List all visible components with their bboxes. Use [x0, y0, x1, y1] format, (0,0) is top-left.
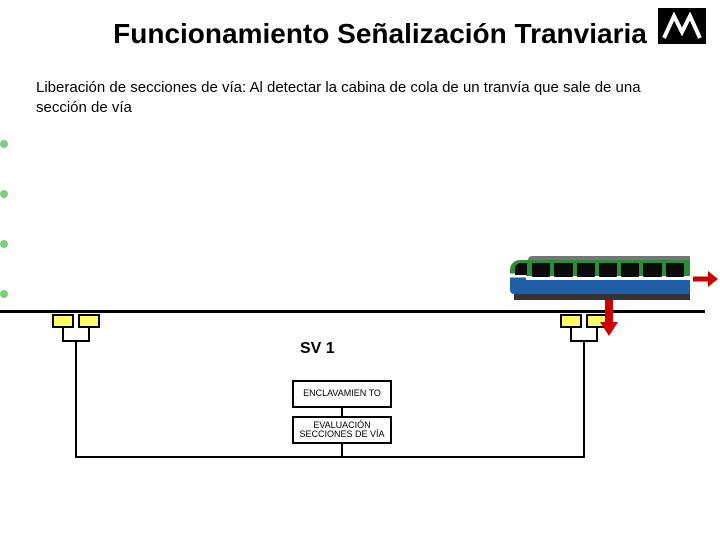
interlocking-box: ENCLAVAMIEN TO [292, 380, 392, 408]
wire [341, 442, 343, 456]
axle-sensor [52, 314, 74, 328]
wire [570, 328, 572, 340]
movement-arrow-icon [692, 270, 718, 288]
wire [596, 328, 598, 340]
diagram-stage: SV 1 ENCLAVAMIEN TO EVALUACIÓN SECCIONES… [0, 220, 720, 520]
margin-dot [0, 140, 8, 148]
wire [75, 340, 77, 458]
logo-mark-icon [662, 12, 702, 40]
interlocking-label: ENCLAVAMIEN TO [303, 389, 381, 398]
wire [341, 408, 343, 416]
logo [658, 8, 706, 44]
page-title: Funcionamiento Señalización Tranviaria [0, 0, 720, 50]
wire [583, 340, 585, 458]
description-text: Liberación de secciones de vía: Al detec… [0, 50, 720, 119]
margin-dot [0, 190, 8, 198]
detection-arrow-icon [598, 298, 620, 338]
evaluation-label: EVALUACIÓN SECCIONES DE VÍA [296, 421, 388, 440]
tram-icon [510, 246, 690, 306]
axle-sensor [78, 314, 100, 328]
wire [88, 328, 90, 340]
axle-sensor [560, 314, 582, 328]
section-label: SV 1 [300, 340, 335, 358]
evaluation-box: EVALUACIÓN SECCIONES DE VÍA [292, 416, 392, 444]
wire [62, 328, 64, 340]
wire [75, 456, 585, 458]
